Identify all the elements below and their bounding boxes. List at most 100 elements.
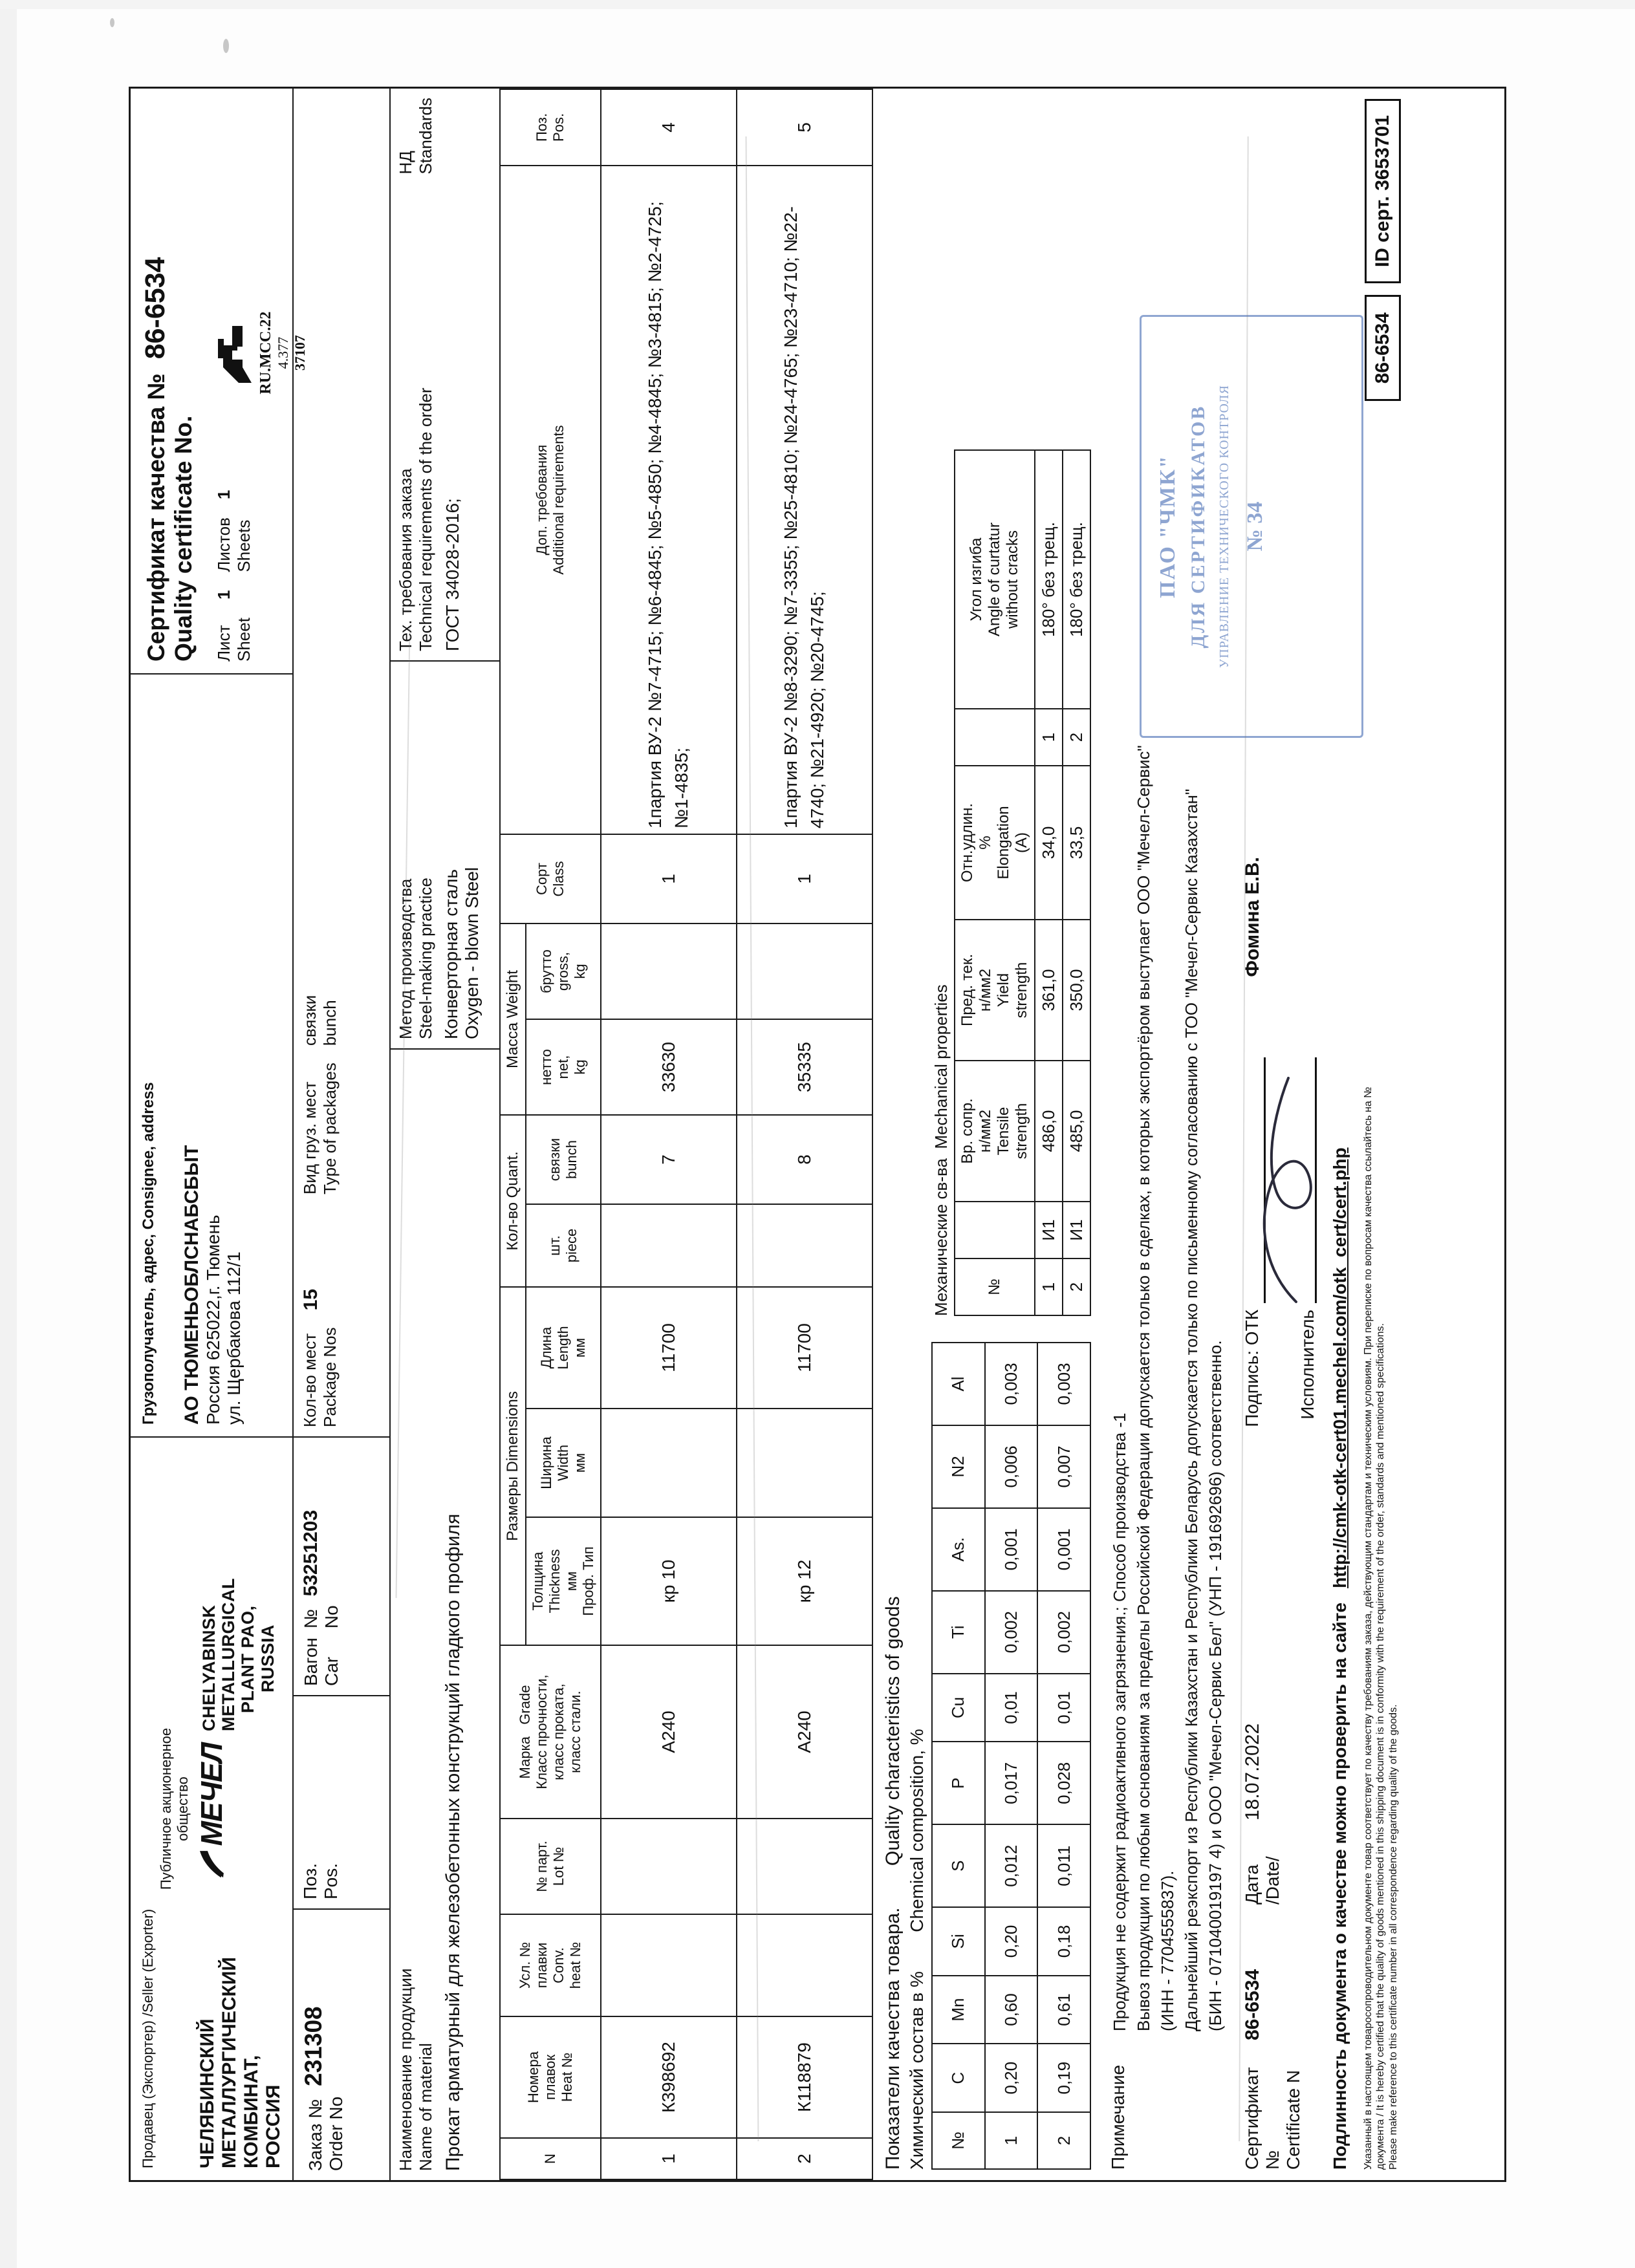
product-name-cell: Наименование продукции Name of material … bbox=[391, 1048, 499, 2180]
certificate-title-ru: Сертификат качества № bbox=[143, 373, 169, 662]
col-grade: Марка Grade Класс прочности, класс прока… bbox=[500, 1645, 601, 1819]
row1-addreq: 1партия ВУ-2 №7-4715; №6-4845; №5-4850; … bbox=[601, 165, 737, 834]
chem-r1-al: 0,003 bbox=[984, 1342, 1038, 1425]
seller-name-en-2: METALLURGICAL bbox=[219, 1577, 239, 1731]
chem-col-si: Si bbox=[932, 1906, 985, 1976]
mech-bend-ru: Угол изгиба bbox=[968, 537, 985, 621]
col-grade-sub2: класс проката, bbox=[550, 1683, 567, 1780]
mech-yield-u: н/мм2 bbox=[977, 968, 994, 1011]
mech-r2-no: 2 bbox=[1063, 1258, 1090, 1315]
verify-label: Подлинность документа о качестве можно п… bbox=[1329, 1602, 1350, 2170]
certificate-title-block: Сертификат качества № Quality certificat… bbox=[131, 89, 308, 673]
weight-group-ru: Масса bbox=[504, 1022, 521, 1068]
quality-title-ru: Показатели качества товара. bbox=[882, 1907, 904, 2170]
chem-r2-c: 0,19 bbox=[1037, 2043, 1090, 2112]
practice-value-en: Oxygen - blown Steel bbox=[462, 867, 482, 1039]
product-name-label-en: Name of material bbox=[416, 2042, 435, 2171]
row1-lot bbox=[601, 1818, 737, 1914]
row1-grade: A240 bbox=[601, 1645, 737, 1819]
executor-label: Исполнитель bbox=[1297, 1309, 1317, 1420]
order-band: Заказ № Order No 231308 Поз. Pos. Вагон … bbox=[292, 88, 389, 2180]
seller-name-ru-2: МЕТАЛЛУРГИЧЕСКИЙ bbox=[219, 1956, 240, 2168]
conformity-mark: RU.MCC.22 4.377 37107 bbox=[214, 311, 309, 394]
seller-name-ru-1: ЧЕЛЯБИНСКИЙ bbox=[197, 2018, 218, 2168]
mech-r1-elongation: 34,0 bbox=[1035, 765, 1063, 920]
row1-class: 1 bbox=[601, 834, 737, 923]
main-table-header-row-1: N Номера плавок Heat № Усл. № плавки Conv.… bbox=[500, 89, 601, 2179]
car-label-en: Car bbox=[321, 1656, 341, 1686]
mech-tensile-en1: Tensile bbox=[995, 1107, 1012, 1155]
col-qty-group: Кол-во Quant. bbox=[500, 1114, 526, 1287]
col-piece: шт. piece bbox=[526, 1204, 601, 1287]
chem-col-as: As. bbox=[932, 1507, 985, 1591]
table-row: 1 И1 486,0 361,0 34,0 1 180° без трещ. bbox=[1035, 449, 1063, 1315]
sheet-label-en: Sheet bbox=[234, 617, 254, 662]
row1-pos: 4 bbox=[601, 89, 737, 166]
row1-thickness: кр 10 bbox=[601, 1517, 737, 1645]
mech-elong-ru: Отн.удлин. bbox=[958, 803, 976, 882]
col-heat: Номера плавок Heat № bbox=[500, 2016, 601, 2138]
col-piece-ru: шт. bbox=[547, 1235, 563, 1256]
row2-n: 2 bbox=[737, 2137, 872, 2179]
packages-type-label-ru: Вид груз. мест bbox=[300, 1081, 319, 1194]
col-thickness-u2: Проф. Тип bbox=[580, 1546, 596, 1616]
practice-label-en: Steel-making practice bbox=[416, 877, 435, 1039]
chem-title-en: Chemical composition, % bbox=[907, 1728, 927, 1932]
col-weight-group: Масса Weight bbox=[500, 923, 526, 1115]
col-n: N bbox=[500, 2137, 601, 2179]
col-class-en: Class bbox=[550, 861, 567, 897]
mech-r2-bend-no: 2 bbox=[1063, 708, 1090, 766]
mechanical-properties-table: № Вр. сопр. н/мм2 Tensile strength Пред.… bbox=[954, 449, 1091, 1316]
col-length-en: Length bbox=[555, 1325, 571, 1370]
qty-group-en: Quant. bbox=[504, 1150, 521, 1198]
car-no-label-en: No bbox=[321, 1604, 341, 1628]
chem-r2-al: 0,003 bbox=[1037, 1342, 1090, 1425]
mechanical-properties-block: Механические св-ва Mechanical properties… bbox=[931, 449, 1091, 1316]
mech-r1-bend-no: 1 bbox=[1035, 708, 1063, 766]
mech-col-sample bbox=[955, 1201, 1035, 1258]
chem-r1-s: 0,012 bbox=[984, 1824, 1038, 1907]
packages-qty-value: 15 bbox=[300, 1288, 321, 1310]
scan-speck bbox=[223, 39, 229, 53]
chem-r2-ti: 0,002 bbox=[1037, 1590, 1090, 1674]
verify-url[interactable]: http://cmk-otk-cert01.mechel.com/otk_cer… bbox=[1329, 1147, 1350, 1588]
chem-r1-si: 0,20 bbox=[984, 1906, 1038, 1976]
row2-gross bbox=[737, 923, 872, 1019]
chem-r1-no: 1 bbox=[984, 2111, 1038, 2169]
mech-col-no: № bbox=[955, 1258, 1035, 1315]
dims-group-ru: Размеры bbox=[504, 1476, 521, 1541]
mech-elong-en2: (A) bbox=[1013, 832, 1030, 853]
chem-col-cu: Cu bbox=[932, 1673, 985, 1742]
col-net: нетто net, kg bbox=[526, 1019, 601, 1115]
mech-elong-u: % bbox=[977, 835, 994, 850]
mech-header-row: № Вр. сопр. н/мм2 Tensile strength Пред.… bbox=[955, 449, 1035, 1315]
chem-r2-p: 0,028 bbox=[1037, 1741, 1090, 1824]
dims-group-en: Dimensions bbox=[504, 1390, 521, 1472]
chem-r2-cu: 0,01 bbox=[1037, 1673, 1090, 1742]
date-value: 18.07.2022 bbox=[1241, 1723, 1263, 1820]
disclaimer-line1: Указанный в настоящем товаросопроводител… bbox=[1362, 1086, 1374, 2170]
certificate-id-box: ID серт. 3653701 bbox=[1364, 98, 1401, 283]
certificate-page: Продавец (Экспортер) /Seller (Exporter) … bbox=[129, 86, 1506, 2182]
row1-width bbox=[601, 1408, 737, 1517]
col-heat-en: Heat № bbox=[559, 2052, 575, 2102]
mech-yield-en2: strength bbox=[1013, 962, 1030, 1018]
col-grade-ru: Марка bbox=[517, 1736, 533, 1778]
mechel-wordmark: МЕЧЕЛ bbox=[195, 1742, 228, 1846]
col-gross: брутто gross, kg bbox=[526, 923, 601, 1019]
chem-col-s: S bbox=[932, 1824, 985, 1907]
disclaimer-line3: Please make reference to this certificat… bbox=[1387, 1703, 1399, 2170]
stamp-line3: УПРАВЛЕНИЕ ТЕХНИЧЕСКОГО КОНТРОЛЯ bbox=[1217, 384, 1231, 668]
mech-tensile-ru: Вр. сопр. bbox=[958, 1097, 976, 1164]
consignee-line2: Россия 625022,г. Тюмень bbox=[203, 1214, 223, 1425]
sign-label: Подпись: ОТК bbox=[1241, 1309, 1262, 1427]
quality-title-en: Quality characteristics of goods bbox=[882, 1595, 904, 1866]
col-thickness: Толщина Thickness мм Проф. Тип bbox=[526, 1517, 601, 1645]
col-conv-ru: Усл. № плавки bbox=[517, 1941, 550, 1989]
certificate-number: 86-6534 bbox=[140, 256, 171, 359]
consignee-line1: АО ТЮМЕНЬОБЛСНАБСБЫТ bbox=[181, 1145, 202, 1425]
row2-bunch: 8 bbox=[737, 1114, 872, 1204]
col-conv-en: Conv. heat № bbox=[550, 1941, 583, 1989]
order-label-ru: Заказ № bbox=[305, 2099, 325, 2171]
col-pos-ru: Поз. bbox=[534, 113, 550, 142]
